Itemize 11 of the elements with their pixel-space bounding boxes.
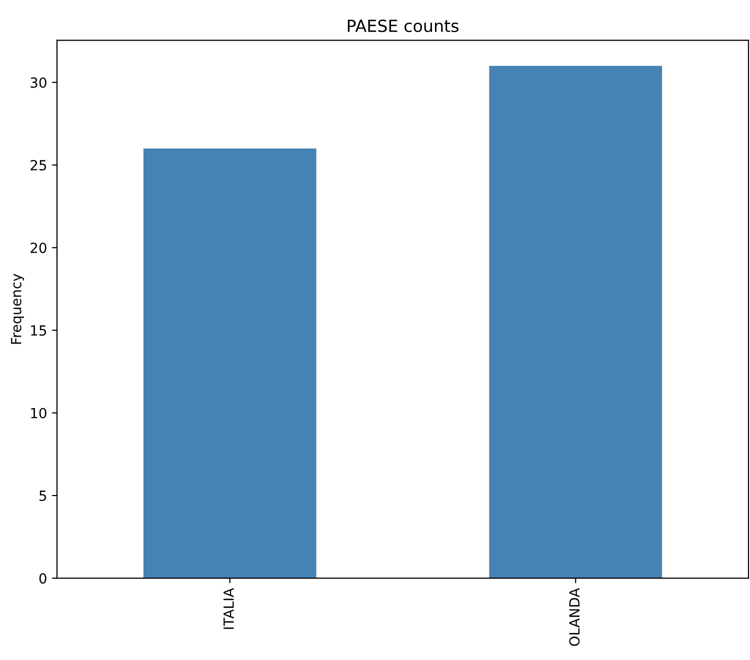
y-tick-label: 5 [40, 490, 46, 502]
y-tick-label: 10 [31, 408, 46, 418]
chart-title: PAESE counts [348, 20, 458, 32]
y-tick-label: 25 [30, 160, 46, 170]
x-tick-label: OLANDA [569, 588, 580, 646]
x-tick-label: ITALIA [224, 588, 234, 629]
y-tick-label: 20 [30, 242, 46, 254]
y-tick-label: 30 [30, 77, 46, 88]
y-tick-label: 15 [31, 325, 46, 336]
y-tick-label: 0 [39, 573, 46, 584]
y-axis-title: Frequency [11, 274, 24, 344]
